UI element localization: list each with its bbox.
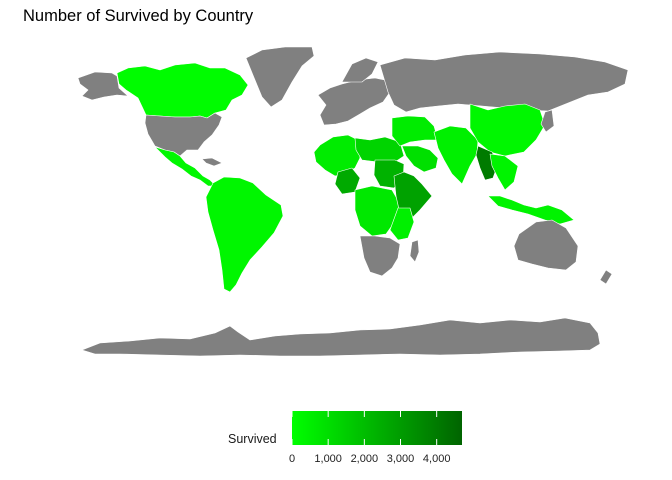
map-title: Number of Survived by Country — [23, 7, 254, 25]
region-arabia — [401, 145, 439, 173]
region-south-america — [205, 176, 284, 293]
legend-tick-label: 2,000 — [350, 453, 379, 465]
region-east-africa — [389, 207, 415, 241]
region-south-east-asia — [489, 153, 519, 191]
region-caribbean — [201, 157, 223, 167]
region-middle-east — [391, 115, 439, 147]
region-antarctica — [81, 317, 601, 357]
legend-tick-label: 1,000 — [314, 453, 342, 465]
region-europe — [317, 77, 391, 126]
region-alaska — [77, 71, 129, 101]
region-usa — [144, 112, 223, 157]
region-scandinavia — [341, 57, 379, 83]
legend-tick-label: 3,000 — [386, 453, 415, 465]
region-madagascar — [409, 239, 420, 263]
region-mexico-central-america — [154, 146, 217, 187]
region-russia — [379, 51, 629, 113]
region-southern-africa — [359, 235, 401, 277]
region-indonesia-png — [487, 195, 575, 225]
legend-title: Survived — [228, 432, 277, 446]
region-australia — [513, 219, 579, 271]
region-china — [469, 103, 546, 157]
legend-color-bar — [292, 411, 462, 445]
region-north-east-africa — [354, 136, 405, 163]
legend-tick-label: 0 — [288, 453, 296, 465]
legend-tick-label: 4,000 — [422, 453, 451, 465]
region-south-asia — [433, 125, 479, 185]
region-greenland — [245, 46, 315, 108]
region-japan — [540, 109, 555, 133]
region-canada — [116, 62, 249, 119]
region-new-zealand — [599, 269, 613, 285]
